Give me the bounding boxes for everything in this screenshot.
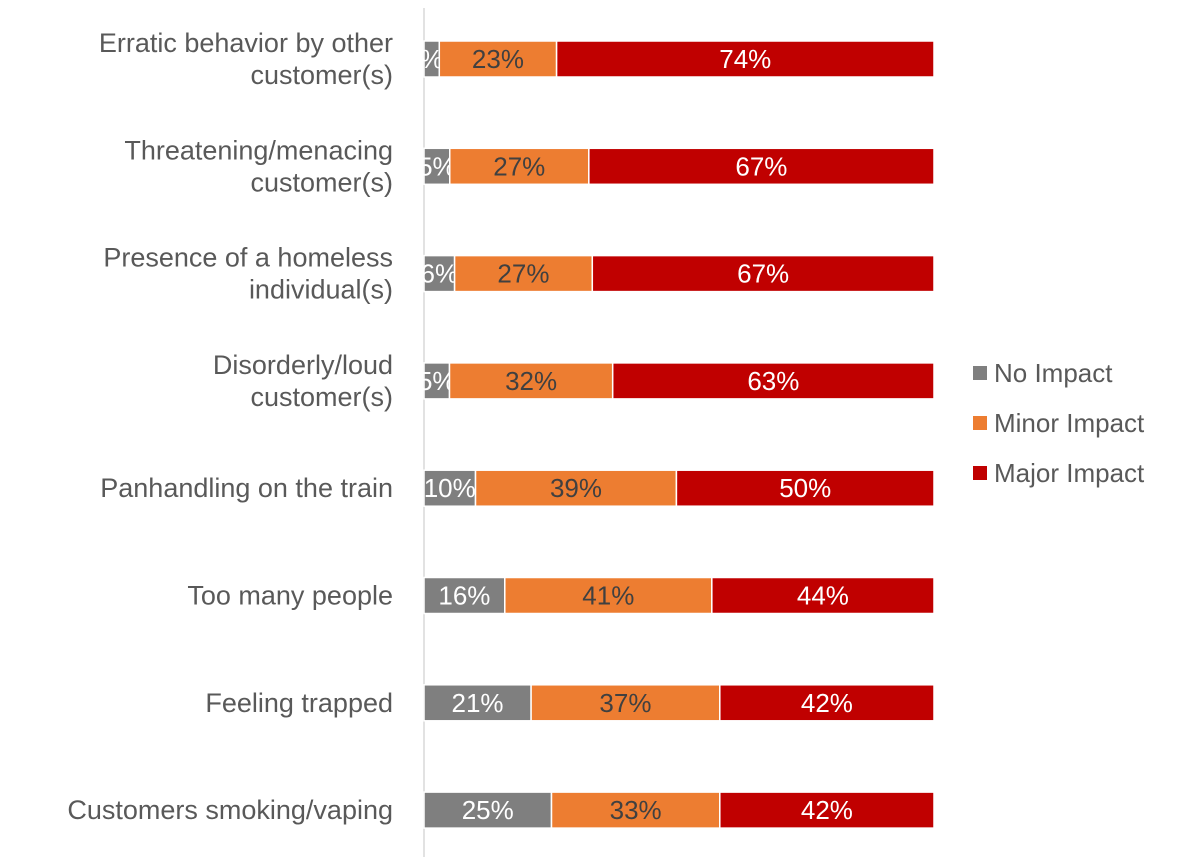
category-label: Feeling trapped xyxy=(205,688,393,718)
legend-label-major-impact: Major Impact xyxy=(994,458,1145,488)
category-label: Presence of a homeless individual(s) xyxy=(103,243,393,305)
data-label-minor-impact: 27% xyxy=(493,151,545,181)
data-label-no-impact: 10% xyxy=(424,473,476,503)
bar-segment-major-impact xyxy=(675,469,935,507)
bar-segment-no-impact xyxy=(423,791,553,829)
data-label-minor-impact: 27% xyxy=(497,259,549,289)
bar-segment-no-impact xyxy=(423,254,456,293)
bar-segment-minor-impact xyxy=(530,684,721,722)
bar-segment-major-impact xyxy=(591,254,935,293)
bar-segment-major-impact xyxy=(719,791,935,829)
legend-label-minor-impact: Minor Impact xyxy=(994,408,1145,438)
legend-swatch-minor-impact xyxy=(973,416,987,430)
bar-segment-minor-impact xyxy=(550,791,721,829)
category-label: Customers smoking/vaping xyxy=(67,795,393,825)
bar-segment-major-impact xyxy=(711,576,935,615)
bar-segment-no-impact xyxy=(423,469,477,507)
bar-segment-minor-impact xyxy=(453,254,594,293)
category-label: Erratic behavior by other customer(s) xyxy=(99,28,393,90)
data-label-no-impact: 21% xyxy=(452,688,504,718)
bar-segment-minor-impact xyxy=(448,362,614,400)
bar-segment-major-impact xyxy=(719,684,935,722)
data-label-no-impact: 16% xyxy=(438,581,490,611)
category-label: Threatening/menacing customer(s) xyxy=(124,135,393,197)
bar-segment-minor-impact xyxy=(438,40,558,78)
legend-label-no-impact: No Impact xyxy=(994,358,1113,388)
data-label-major-impact: 67% xyxy=(737,259,789,289)
bar-segment-major-impact xyxy=(588,147,935,186)
data-label-no-impact: 25% xyxy=(462,795,514,825)
legend-swatch-no-impact xyxy=(973,366,987,380)
category-label: Disorderly/loud customer(s) xyxy=(213,350,393,412)
data-label-major-impact: 63% xyxy=(747,366,799,396)
data-label-major-impact: 42% xyxy=(801,795,853,825)
bar-segment-no-impact xyxy=(423,576,506,615)
data-label-minor-impact: 32% xyxy=(505,366,557,396)
category-label: Panhandling on the train xyxy=(100,473,393,503)
data-label-minor-impact: 41% xyxy=(582,581,634,611)
bar-segment-minor-impact xyxy=(449,147,590,186)
data-label-minor-impact: 23% xyxy=(472,44,524,74)
data-label-no-impact: % xyxy=(420,44,443,74)
data-label-no-impact: 6% xyxy=(421,259,459,289)
data-label-major-impact: 50% xyxy=(779,473,831,503)
data-label-major-impact: 44% xyxy=(797,581,849,611)
category-label: Too many people xyxy=(187,581,393,611)
data-label-major-impact: 67% xyxy=(735,151,787,181)
bar-segment-major-impact xyxy=(555,40,935,78)
data-label-major-impact: 42% xyxy=(801,688,853,718)
data-label-major-impact: 74% xyxy=(719,44,771,74)
data-label-minor-impact: 33% xyxy=(610,795,662,825)
bar-segment-major-impact xyxy=(611,362,935,400)
data-label-minor-impact: 37% xyxy=(599,688,651,718)
legend-swatch-major-impact xyxy=(973,466,987,480)
bar-segment-no-impact xyxy=(423,147,451,186)
data-label-minor-impact: 39% xyxy=(550,473,602,503)
bar-segment-minor-impact xyxy=(504,576,713,615)
bar-segment-minor-impact xyxy=(474,469,678,507)
